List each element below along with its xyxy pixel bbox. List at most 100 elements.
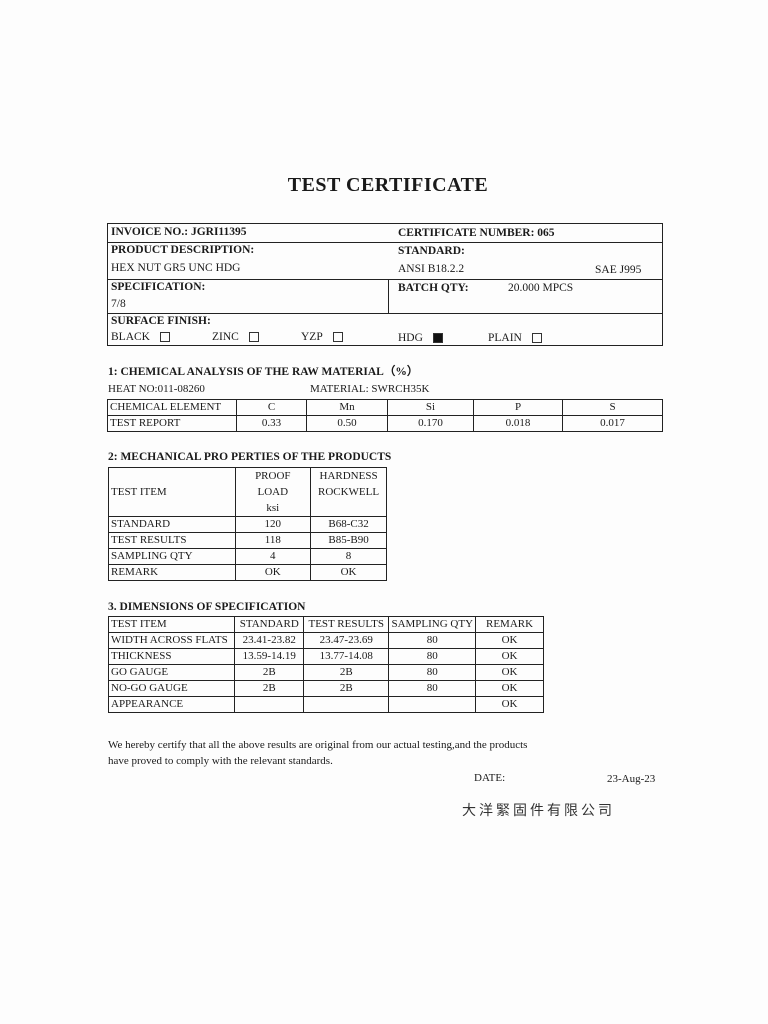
finish-plain: PLAIN (488, 332, 542, 344)
surface-finish-label: SURFACE FINISH: (111, 315, 211, 327)
table-cell: 13.77-14.08 (303, 648, 390, 665)
specification-label: SPECIFICATION: (111, 281, 206, 293)
certificate-number: CERTIFICATE NUMBER: 065 (398, 227, 555, 239)
table-cell: OK (310, 564, 387, 581)
divider (388, 280, 389, 313)
batch-qty: 20.000 MPCS (508, 282, 574, 294)
company-stamp: 大洋緊固件有限公司 (462, 803, 615, 819)
finish-black: BLACK (111, 331, 170, 343)
table-row: WIDTH ACROSS FLATS 23.41-23.82 23.47-23.69… (107, 632, 544, 649)
table-row: CHEMICAL ELEMENT C Mn Si P S (107, 399, 663, 416)
finish-yzp: YZP (301, 331, 343, 343)
standard-label: STANDARD: (398, 245, 465, 257)
table-cell: Mn (306, 399, 388, 416)
table-row: SAMPLING QTY 4 8 (108, 548, 387, 565)
table-cell (388, 696, 477, 713)
table-cell: TEST RESULTS (108, 532, 236, 549)
table-cell: S (562, 399, 663, 416)
chemical-heading: 1: CHEMICAL ANALYSIS OF THE RAW MATERIAL… (108, 366, 419, 378)
material: MATERIAL: SWRCH35K (310, 383, 430, 395)
product-description-label: PRODUCT DESCRIPTION: (111, 244, 255, 256)
invoice-number: INVOICE NO.: JGRI11395 (111, 226, 247, 238)
table-cell: PROOF LOAD ksi (234, 467, 312, 517)
table-cell: 23.41-23.82 (234, 632, 305, 649)
specification-value: 7/8 (111, 298, 126, 310)
table-cell: B68-C32 (310, 516, 387, 533)
invoice-row: INVOICE NO.: JGRI11395 CERTIFICATE NUMBE… (108, 224, 662, 243)
table-cell: STANDARD (234, 616, 305, 633)
table-cell: OK (475, 648, 544, 665)
table-cell: CHEMICAL ELEMENT (107, 399, 237, 416)
table-row: STANDARD 120 B68-C32 (108, 516, 387, 533)
table-cell: SAMPLING QTY (388, 616, 477, 633)
table-cell: C (236, 399, 307, 416)
document-title: TEST CERTIFICATE (287, 174, 489, 196)
table-cell: TEST ITEM (108, 467, 236, 517)
table-cell: APPEARANCE (107, 696, 236, 713)
table-cell: TEST REPORT (107, 415, 237, 432)
table-cell: OK (234, 564, 312, 581)
mechanical-table: TEST ITEM PROOF LOAD ksi HARDNESS ROCKWELL … (108, 467, 387, 581)
certification-text-line-2: have proved to comply with the relevant … (108, 755, 333, 767)
header-table: INVOICE NO.: JGRI11395 CERTIFICATE NUMBE… (107, 223, 663, 346)
table-cell: 23.47-23.69 (303, 632, 390, 649)
mechanical-heading: 2: MECHANICAL PRO PERTIES OF THE PRODUCT… (108, 451, 392, 463)
table-cell: 0.018 (473, 415, 563, 432)
checkbox-icon (248, 332, 259, 343)
finish-hdg: HDG (398, 332, 443, 344)
table-cell: TEST ITEM (107, 616, 236, 633)
table-row: APPEARANCE OK (107, 696, 544, 713)
checkbox-icon (159, 332, 170, 343)
table-row: GO GAUGE 2B 2B 80 OK (107, 664, 544, 681)
batch-qty-label: BATCH QTY: (398, 282, 469, 294)
table-cell: P (473, 399, 563, 416)
table-cell: HARDNESS ROCKWELL (310, 467, 387, 517)
table-cell: REMARK (475, 616, 544, 633)
date-value: 23-Aug-23 (607, 773, 656, 785)
table-cell: 118 (234, 532, 312, 549)
dimensions-heading: 3. DIMENSIONS OF SPECIFICATION (108, 601, 306, 613)
dimensions-table: TEST ITEM STANDARD TEST RESULTS SAMPLING QT… (107, 616, 544, 713)
table-cell (234, 696, 305, 713)
table-cell: 0.170 (387, 415, 474, 432)
chemical-table: CHEMICAL ELEMENT C Mn Si P S TEST REPORT 0.33 0… (107, 399, 663, 432)
table-cell: STANDARD (108, 516, 236, 533)
table-cell: OK (475, 680, 544, 697)
table-cell: THICKNESS (107, 648, 236, 665)
table-row: TEST RESULTS 118 B85-B90 (108, 532, 387, 549)
product-row: PRODUCT DESCRIPTION: HEX NUT GR5 UNC HDG… (108, 243, 662, 280)
table-row: TEST REPORT 0.33 0.50 0.170 0.018 0.017 (107, 415, 663, 432)
table-cell: 80 (388, 664, 477, 681)
standard-sae: SAE J995 (595, 264, 642, 276)
table-cell: 13.59-14.19 (234, 648, 305, 665)
table-cell: 80 (388, 632, 477, 649)
table-row: REMARK OK OK (108, 564, 387, 581)
table-cell: OK (475, 632, 544, 649)
table-header-row: TEST ITEM STANDARD TEST RESULTS SAMPLING QT… (107, 616, 544, 633)
table-cell: WIDTH ACROSS FLATS (107, 632, 236, 649)
table-cell (303, 696, 390, 713)
table-cell: 0.50 (306, 415, 388, 432)
specification-row: SPECIFICATION: 7/8 BATCH QTY: 20.000 MPC… (108, 280, 662, 314)
table-cell: NO-GO GAUGE (107, 680, 236, 697)
checked-checkbox-icon (432, 333, 443, 344)
table-cell: 4 (234, 548, 312, 565)
checkbox-icon (332, 332, 343, 343)
surface-finish-row: SURFACE FINISH: BLACK ZINC YZP HDG PLAIN (108, 314, 662, 346)
heat-number: HEAT NO:011-08260 (108, 383, 205, 395)
checkbox-icon (531, 333, 542, 344)
table-cell: 80 (388, 680, 477, 697)
table-cell: 2B (303, 680, 390, 697)
table-cell: 8 (310, 548, 387, 565)
table-cell: 2B (234, 680, 305, 697)
table-cell: 2B (303, 664, 390, 681)
product-description: HEX NUT GR5 UNC HDG (111, 262, 241, 274)
table-cell: GO GAUGE (107, 664, 236, 681)
table-cell: 80 (388, 648, 477, 665)
table-row: THICKNESS 13.59-14.19 13.77-14.08 80 OK (107, 648, 544, 665)
table-cell: 0.017 (562, 415, 663, 432)
standard-ansi: ANSI B18.2.2 (398, 263, 465, 275)
table-cell: TEST RESULTS (303, 616, 390, 633)
date-label: DATE: (474, 772, 506, 784)
table-header-row: TEST ITEM PROOF LOAD ksi HARDNESS ROCKWELL (108, 467, 387, 517)
